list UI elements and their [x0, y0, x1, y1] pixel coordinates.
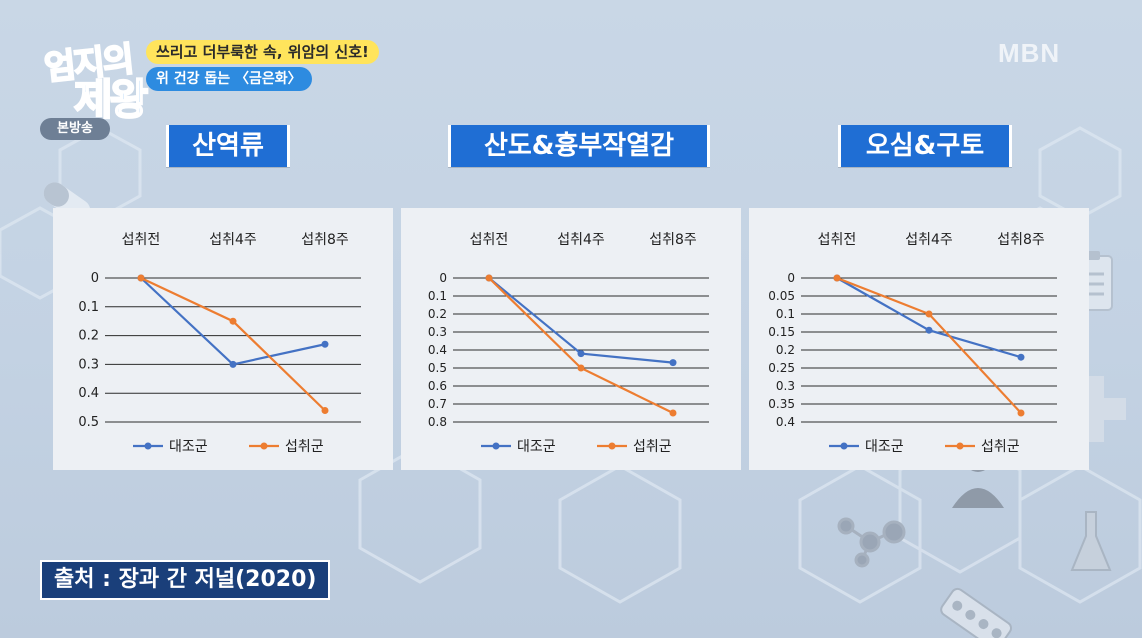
y-tick-label: 0.05 — [768, 289, 795, 303]
legend-marker-control — [144, 442, 152, 450]
data-point-control — [577, 350, 585, 358]
caption-subline: 위 건강 돕는 〈금은화〉 — [146, 67, 312, 91]
y-tick-label: 0.2 — [78, 329, 99, 344]
legend-label-control: 대조군 — [169, 439, 208, 455]
data-point-intake — [229, 317, 237, 325]
x-category-label: 섭취8주 — [301, 232, 349, 248]
y-tick-label: 0.4 — [78, 386, 99, 401]
data-point-control — [925, 326, 933, 334]
data-point-control — [1017, 353, 1025, 361]
x-category-label: 섭취8주 — [649, 232, 697, 248]
data-point-intake — [577, 364, 585, 372]
data-point-intake — [1017, 409, 1025, 417]
y-tick-label: 0 — [787, 271, 795, 285]
series-line-intake — [488, 277, 674, 414]
line-chart-nausea-vomiting: 0 0.05 0.1 0.15 0.2 0.25 0.3 0.35 0.4 섭취전 섭취4주 섭취8주… — [768, 232, 1057, 455]
data-point-intake — [137, 274, 145, 282]
chart-panel-nausea-vomiting: 0 0.05 0.1 0.15 0.2 0.25 0.3 0.35 0.4 섭취전 섭취4주 섭취8주… — [749, 208, 1089, 470]
y-tick-label: 0.4 — [776, 415, 795, 429]
y-tick-label: 0.4 — [428, 343, 447, 357]
legend-marker-control — [492, 442, 500, 450]
x-category-label: 섭취4주 — [905, 232, 953, 248]
y-tick-label: 0.3 — [776, 379, 795, 393]
legend-marker-intake — [956, 442, 964, 450]
y-tick-label: 0.15 — [768, 325, 795, 339]
y-tick-label: 0 — [439, 271, 447, 285]
legend-label-intake: 섭취군 — [633, 439, 672, 455]
x-category-label: 섭취전 — [122, 232, 161, 248]
y-tick-label: 0.2 — [428, 307, 447, 321]
y-tick-label: 0.35 — [768, 397, 795, 411]
legend-label-control: 대조군 — [865, 439, 904, 455]
data-point-intake — [321, 406, 329, 414]
data-point-intake — [669, 409, 677, 417]
caption-headline: 쓰리고 더부룩한 속, 위암의 신호! — [146, 40, 379, 64]
legend-marker-intake — [608, 442, 616, 450]
live-badge: 본방송 — [40, 118, 110, 140]
chart-title-acid-reflux: 산역류 — [166, 125, 290, 167]
show-logo: 엄지의 제왕 — [40, 36, 160, 125]
y-tick-label: 0.6 — [428, 379, 447, 393]
y-tick-label: 0 — [91, 271, 99, 286]
y-tick-label: 0.2 — [776, 343, 795, 357]
series-line-intake — [140, 277, 326, 412]
logo-text-line2: 제왕 — [73, 74, 149, 125]
data-point-intake — [925, 310, 933, 318]
data-point-control — [669, 359, 677, 367]
y-tick-label: 0.25 — [768, 361, 795, 375]
x-category-label: 섭취4주 — [209, 232, 257, 248]
y-tick-label: 0.7 — [428, 397, 447, 411]
y-tick-label: 0.1 — [428, 289, 447, 303]
y-tick-label: 0.3 — [428, 325, 447, 339]
y-tick-label: 0.5 — [78, 415, 99, 430]
y-tick-label: 0.5 — [428, 361, 447, 375]
data-point-intake — [833, 274, 841, 282]
legend-marker-intake — [260, 442, 268, 450]
legend-label-intake: 섭취군 — [981, 439, 1020, 455]
x-category-label: 섭취8주 — [997, 232, 1045, 248]
data-point-intake — [485, 274, 493, 282]
chart-title-nausea-vomiting: 오심&구토 — [838, 125, 1012, 167]
y-tick-label: 0.8 — [428, 415, 447, 429]
legend-marker-control — [840, 442, 848, 450]
channel-logo: MBN — [998, 38, 1061, 68]
series-line-intake — [836, 276, 1022, 414]
x-category-label: 섭취전 — [818, 232, 857, 248]
legend-label-intake: 섭취군 — [285, 439, 324, 455]
x-category-label: 섭취전 — [470, 232, 509, 248]
y-tick-label: 0.3 — [78, 357, 99, 372]
chart-title-acidity-heartburn: 산도&흉부작열감 — [448, 125, 710, 167]
molecule-icon — [837, 517, 906, 568]
data-point-control — [321, 340, 329, 348]
data-point-control — [229, 360, 237, 368]
x-category-label: 섭취4주 — [557, 232, 605, 248]
y-tick-label: 0.1 — [78, 300, 99, 315]
legend-label-control: 대조군 — [517, 439, 556, 455]
pill-pack-icon — [940, 587, 1013, 638]
y-tick-label: 0.1 — [776, 307, 795, 321]
flask-icon — [1070, 511, 1112, 571]
source-caption: 출처 : 장과 간 저널(2020) — [40, 560, 331, 600]
